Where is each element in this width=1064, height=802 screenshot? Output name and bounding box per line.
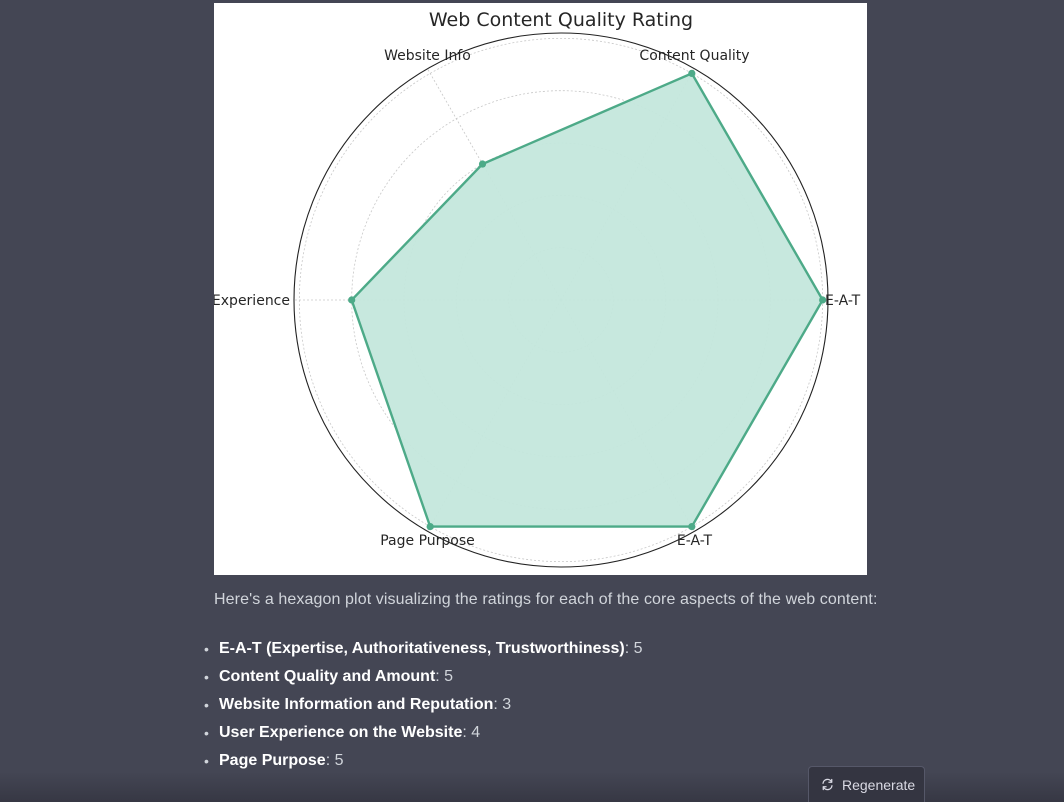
axis-label: Content Quality [639,48,749,64]
radar-chart-image: Web Content Quality Rating E-A-T Content … [214,3,867,575]
rating-label: Website Information and Reputation [219,696,494,713]
response-intro-text: Here's a hexagon plot visualizing the ra… [214,591,878,608]
data-point [348,296,356,304]
bullet-icon: • [204,697,209,713]
data-point [426,523,434,531]
bullet-icon: • [204,725,209,741]
polar-frame [293,32,829,568]
regenerate-label: Regenerate [842,776,916,793]
chart-title: Web Content Quality Rating [429,9,693,31]
rating-label: E-A-T (Expertise, Authoritativeness, Tru… [219,640,625,657]
refresh-icon [822,778,833,791]
rating-value: : 5 [325,752,344,769]
rating-label: User Experience on the Website [219,724,463,741]
radar-chart: Web Content Quality Rating E-A-T Content … [214,9,861,568]
list-item: • Website Information and Reputation: 3 [204,694,643,722]
data-point [819,296,827,304]
rating-value: : 5 [435,668,454,685]
list-item: • E-A-T (Expertise, Authoritativeness, Tr… [204,638,643,666]
rating-value: : 4 [462,724,481,741]
rating-value: : 3 [493,696,512,713]
data-point [478,160,487,168]
rating-label: Page Purpose [219,752,326,769]
rating-value: : 5 [624,640,643,657]
list-item: • Content Quality and Amount: 5 [204,666,643,694]
list-item: • User Experience on the Website: 4 [204,722,643,750]
ratings-list: • E-A-T (Expertise, Authoritativeness, Tr… [204,638,643,778]
series-area [351,73,823,527]
data-point [688,69,696,77]
bullet-icon: • [204,669,209,685]
axis-label: Page Purpose [380,533,475,549]
axis-label: E-A-T [677,533,713,549]
data-point [688,523,696,531]
bullet-icon: • [204,641,209,657]
regenerate-button[interactable]: Regenerate [808,766,925,802]
list-item: • Page Purpose: 5 [204,750,643,778]
axis-label: Website Info [384,48,471,64]
axis-label: E-A-T [825,293,861,309]
axis-label: User Experience [214,293,290,309]
bullet-icon: • [204,753,209,769]
rating-label: Content Quality and Amount [219,668,436,685]
